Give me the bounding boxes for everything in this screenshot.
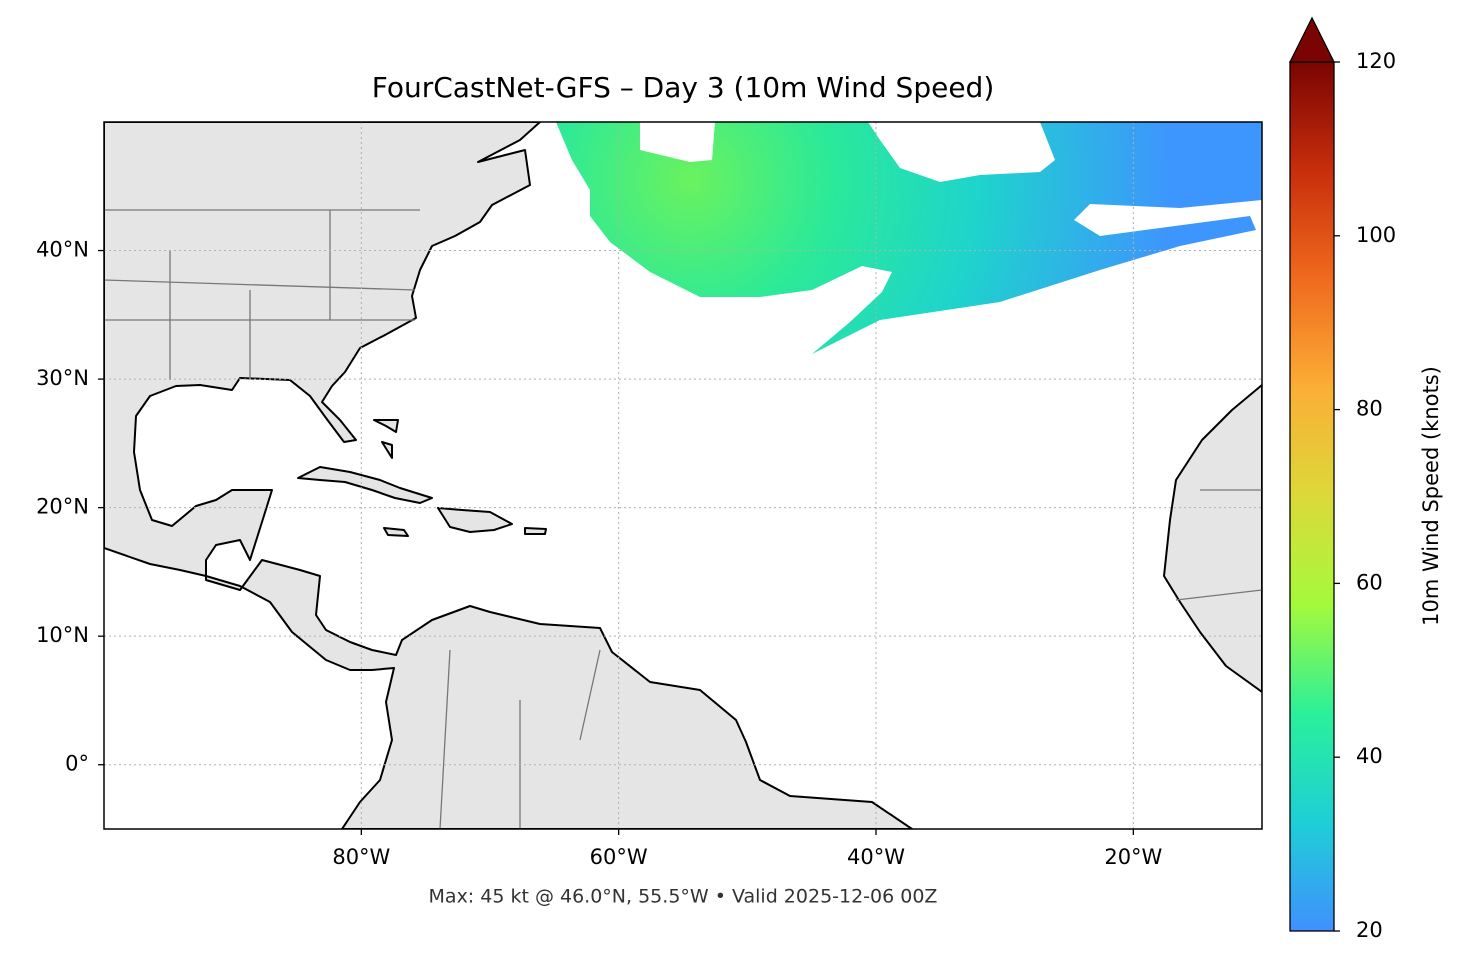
x-tick-label: 20°W (1104, 845, 1162, 869)
americas (104, 122, 913, 829)
colorbar (1289, 61, 1335, 932)
x-tick-label: 60°W (590, 845, 648, 869)
wind-gap (640, 122, 1055, 182)
map (104, 122, 1262, 829)
colorbar-tick-label: 20 (1356, 918, 1383, 942)
footer: Max: 45 kt @ 46.0°N, 55.5°W • Valid 2025… (429, 886, 938, 908)
wind-field (556, 122, 1262, 354)
x-tick-label: 80°W (332, 845, 390, 869)
chart-title: FourCastNet-GFS – Day 3 (10m Wind Speed) (372, 71, 995, 104)
y-tick-label: 30°N (36, 366, 89, 390)
y-tick-label: 0° (65, 752, 89, 776)
y-tick-label: 20°N (36, 495, 89, 519)
colorbar-tick-label: 80 (1356, 397, 1383, 421)
colorbar-tick-label: 120 (1356, 49, 1396, 73)
colorbar-tick-label: 60 (1356, 570, 1383, 594)
islands (297, 419, 547, 537)
map-frame (103, 121, 1263, 830)
y-tick-label: 10°N (36, 623, 89, 647)
y-tick-label: 40°N (36, 238, 89, 262)
x-tick-label: 40°W (847, 845, 905, 869)
africa (1163, 384, 1262, 693)
colorbar-tick-label: 100 (1356, 223, 1396, 247)
colorbar-label: 10m Wind Speed (knots) (1419, 366, 1443, 626)
colorbar-extend (1288, 16, 1336, 63)
colorbar-tick-label: 40 (1356, 744, 1383, 768)
